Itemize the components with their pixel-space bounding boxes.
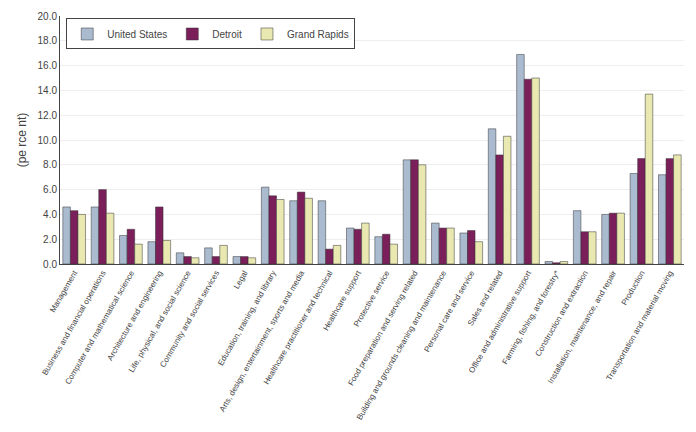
svg-text:Arts, design, entertainment, s: Arts, design, entertainment, sports and … [218, 269, 307, 414]
svg-text:Business and financial operati: Business and financial operations [40, 269, 107, 377]
svg-text:Healthcare support: Healthcare support [321, 268, 363, 332]
svg-text:Life, physical, and social sci: Life, physical, and social science [127, 269, 193, 374]
svg-text:18.0: 18.0 [38, 35, 58, 46]
svg-text:Farming, fishing, and forestry: Farming, fishing, and forestry* [500, 269, 561, 366]
svg-text:4.0: 4.0 [43, 209, 57, 220]
svg-text:8.0: 8.0 [43, 159, 57, 170]
svg-text:12.0: 12.0 [38, 110, 58, 121]
svg-text:0.0: 0.0 [43, 259, 57, 270]
svg-text:Transportation and material mo: Transportation and material moving [604, 269, 675, 382]
svg-text:Building and grounds cleaning: Building and grounds cleaning and mainte… [355, 269, 448, 422]
svg-text:Legal: Legal [232, 269, 250, 291]
svg-text:Architecture and engineering: Architecture and engineering [106, 269, 165, 362]
svg-text:14.0: 14.0 [38, 85, 58, 96]
svg-text:Construction and extraction: Construction and extraction [533, 269, 589, 358]
svg-text:2.0: 2.0 [43, 234, 57, 245]
svg-text:Computer and mathematical scie: Computer and mathematical science [63, 269, 136, 386]
svg-text:Education, training, and libra: Education, training, and library [216, 269, 278, 367]
svg-text:Production: Production [620, 269, 647, 307]
svg-text:Installation, maintenance, and: Installation, maintenance, and repair [546, 269, 618, 385]
svg-text:Food preparation and serving r: Food preparation and serving related [346, 269, 419, 387]
svg-text:Protective service: Protective service [352, 269, 392, 329]
svg-text:Community and social services: Community and social services [158, 269, 221, 369]
svg-text:10.0: 10.0 [38, 135, 58, 146]
svg-text:Personal care and service: Personal care and service [422, 269, 476, 354]
svg-text:6.0: 6.0 [43, 184, 57, 195]
svg-text:Sales and related: Sales and related [466, 269, 505, 327]
svg-text:(pe rce nt): (pe rce nt) [15, 113, 29, 168]
svg-text:Grand Rapids: Grand Rapids [287, 29, 349, 40]
svg-text:Management: Management [48, 268, 80, 314]
svg-text:Detroit: Detroit [212, 29, 242, 40]
svg-text:Healthcare practitioner and te: Healthcare practitioner and technical [262, 269, 335, 386]
svg-text:Office and administrative supp: Office and administrative support [467, 268, 534, 374]
svg-text:United States: United States [107, 29, 167, 40]
svg-text:16.0: 16.0 [38, 60, 58, 71]
svg-text:20.0: 20.0 [38, 11, 58, 22]
